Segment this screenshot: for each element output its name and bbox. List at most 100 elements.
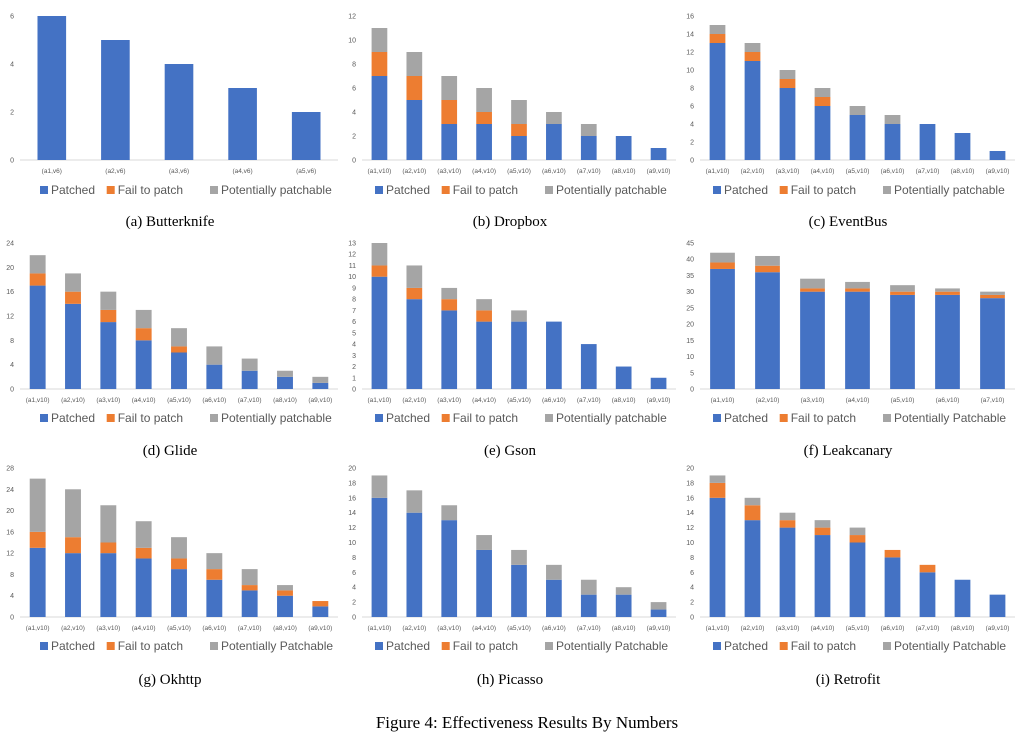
- legend: Patched Fail to patch Potentially Patchabl…: [40, 639, 333, 653]
- bar-segment-potentially-patchable: [511, 100, 527, 124]
- bar-segment-potentially-patchable: [744, 497, 761, 506]
- bar-segment-potentially-patchable: [135, 521, 152, 548]
- bar-segment-potentially-patchable: [371, 28, 388, 52]
- x-tick-label: (a5,v10): [507, 625, 531, 632]
- legend-swatch: [441, 186, 450, 194]
- bar-segment-potentially-patchable: [171, 328, 187, 347]
- y-tick-label: 16: [6, 289, 14, 296]
- bar-segment-potentially-patchable: [890, 285, 915, 292]
- y-tick-label: 40: [686, 257, 694, 264]
- y-tick-label: 24: [6, 487, 14, 494]
- x-tick-label: (a9,v10): [308, 397, 332, 404]
- y-tick-label: 6: [352, 86, 356, 93]
- bar-segment-potentially-patchable: [650, 602, 667, 610]
- bar-segment-potentially-patchable: [277, 585, 293, 591]
- y-tick-label: 6: [352, 319, 356, 326]
- bar-segment-patched: [546, 579, 562, 617]
- legend-swatch: [713, 414, 721, 422]
- y-tick-label: 20: [686, 466, 694, 473]
- legend-swatch: [545, 186, 553, 194]
- bar-segment-patched: [100, 553, 117, 617]
- bar-segment-patched: [919, 124, 936, 160]
- y-tick-label: 18: [348, 480, 356, 487]
- legend-label: Potentially Patchable: [894, 639, 1006, 653]
- y-tick-label: 2: [690, 140, 694, 147]
- bar-segment-fail-to-patch: [709, 34, 726, 43]
- legend-label: Potentially patchable: [556, 411, 667, 425]
- legend-label: Patched: [51, 411, 95, 425]
- bar-segment-fail-to-patch: [65, 537, 81, 554]
- x-tick-label: (a5,v10): [846, 168, 870, 175]
- bar-segment-patched: [65, 553, 81, 617]
- y-tick-label: 10: [686, 540, 694, 547]
- x-tick-label: (a5,v10): [846, 625, 870, 632]
- bar-segment-fail-to-patch: [476, 310, 492, 322]
- bar-segment-patched: [814, 535, 831, 617]
- bar-segment-patched: [135, 558, 152, 617]
- bar-segment-patched: [406, 100, 423, 160]
- bar-segment-potentially-patchable: [511, 310, 527, 322]
- y-tick-label: 20: [6, 265, 14, 272]
- y-tick-label: 12: [6, 314, 14, 321]
- x-tick-label: (a1,v6): [42, 168, 62, 175]
- legend-swatch: [779, 414, 788, 422]
- bar-segment-patched: [744, 520, 761, 617]
- y-tick-label: 10: [348, 540, 356, 547]
- y-tick-label: 4: [690, 585, 694, 592]
- legend: Patched Fail to patch Potentially Patchabl…: [713, 639, 1006, 653]
- x-tick-label: (a1,v10): [706, 168, 730, 175]
- legend-label: Fail to patch: [118, 183, 183, 197]
- bar-segment-potentially-patchable: [371, 243, 388, 266]
- legend-swatch: [883, 642, 891, 650]
- bar-segment-potentially-patchable: [476, 88, 492, 112]
- bar-segment-potentially-patchable: [580, 124, 597, 136]
- x-tick-label: (a6,v10): [542, 168, 566, 175]
- x-tick-label: (a5,v10): [507, 168, 531, 175]
- y-tick-label: 4: [352, 342, 356, 349]
- y-tick-label: 2: [10, 110, 14, 117]
- bar-segment-fail-to-patch: [29, 273, 46, 286]
- x-tick-label: (a1,v10): [368, 397, 392, 404]
- bar-segment-potentially-patchable: [546, 112, 562, 124]
- bar-segment-potentially-patchable: [206, 553, 223, 570]
- y-tick-label: 20: [686, 322, 694, 329]
- x-tick-label: (a5,v10): [891, 397, 915, 404]
- x-tick-label: (a6,v10): [202, 397, 226, 404]
- bar-segment-fail-to-patch: [800, 288, 825, 292]
- x-tick-label: (a8,v10): [612, 625, 636, 632]
- y-tick-label: 1: [352, 375, 356, 382]
- bar-segment-potentially-patchable: [406, 265, 423, 288]
- bar-segment-potentially-patchable: [476, 535, 492, 550]
- bar-segment-patched: [476, 124, 492, 160]
- x-tick-label: (a4,v10): [811, 168, 835, 175]
- legend-swatch: [779, 186, 788, 194]
- x-tick-label: (a3,v10): [437, 168, 461, 175]
- legend-swatch: [210, 186, 218, 194]
- bar-segment-potentially-patchable: [800, 278, 825, 289]
- bar-segment-potentially-patchable: [100, 505, 117, 543]
- y-tick-label: 0: [352, 158, 356, 165]
- bar-segment-fail-to-patch: [406, 76, 423, 100]
- y-tick-label: 0: [352, 387, 356, 394]
- x-tick-label: (a2,v10): [61, 625, 85, 632]
- bar-segment-patched: [845, 291, 870, 389]
- bar-segment-patched: [511, 564, 527, 617]
- x-tick-label: (a4,v10): [472, 625, 496, 632]
- x-tick-label: (a8,v10): [612, 397, 636, 404]
- bar-segment-patched: [744, 61, 761, 160]
- y-tick-label: 12: [348, 252, 356, 259]
- legend-swatch: [40, 186, 48, 194]
- chart-panel-8: 0 2 4 6 8 10 12 14 16 18 20 (a1,v10) (a2,v10) (a3,v10…: [348, 466, 676, 688]
- bar-segment-patched: [164, 64, 194, 160]
- y-tick-label: 15: [686, 338, 694, 345]
- y-tick-label: 11: [349, 263, 356, 270]
- legend-label: Fail to patch: [453, 639, 518, 653]
- x-tick-label: (a9,v10): [647, 168, 671, 175]
- bar-segment-patched: [709, 497, 726, 617]
- bar-segment-potentially-patchable: [406, 52, 423, 76]
- legend-label: Patched: [724, 183, 768, 197]
- bar-segment-potentially-patchable: [580, 579, 597, 595]
- y-tick-label: 4: [352, 110, 356, 117]
- bar-segment-potentially-patchable: [814, 520, 831, 528]
